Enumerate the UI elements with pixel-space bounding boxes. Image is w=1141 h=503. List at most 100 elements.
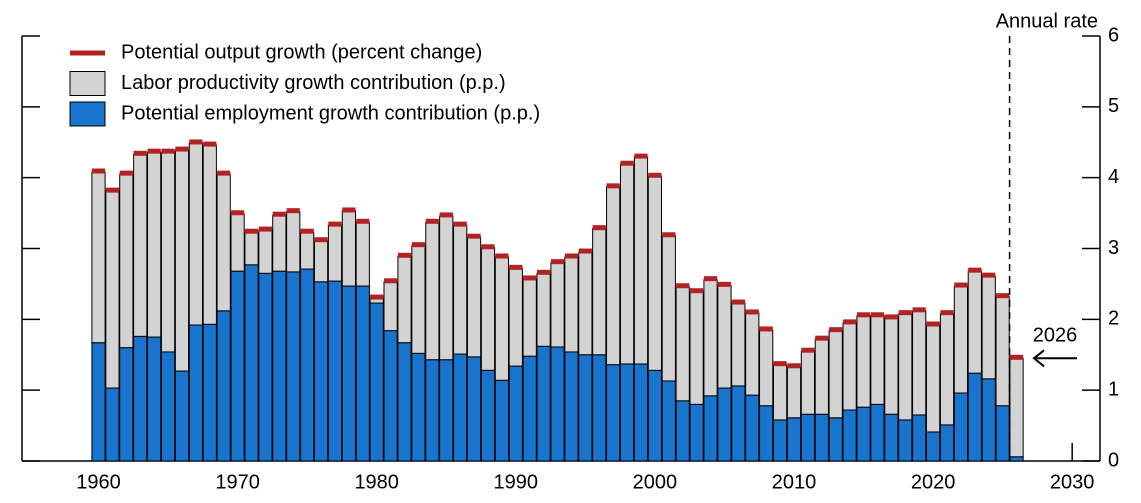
- productivity-bar: [967, 270, 982, 374]
- productivity-bar: [884, 317, 899, 415]
- productivity-bar: [397, 255, 412, 344]
- productivity-bar: [133, 153, 148, 337]
- employment-bar: [536, 345, 551, 462]
- productivity-bar: [105, 190, 120, 389]
- productivity-bar: [272, 214, 287, 272]
- x-tick-label: 1980: [354, 471, 399, 493]
- productivity-bar: [550, 262, 565, 348]
- legend-label: Potential output growth (percent change): [121, 41, 482, 63]
- productivity-bar: [327, 224, 343, 282]
- productivity-bar: [939, 313, 955, 426]
- employment-bar: [174, 370, 190, 462]
- employment-bar: [898, 419, 913, 462]
- productivity-bar: [439, 215, 454, 361]
- y-tick-label: 3: [1108, 237, 1119, 259]
- employment-bar: [675, 400, 690, 462]
- employment-bar: [272, 270, 287, 462]
- employment-bar: [411, 352, 426, 462]
- productivity-bar: [633, 156, 649, 365]
- employment-bar: [425, 359, 440, 462]
- employment-bar: [731, 385, 746, 462]
- employment-bar: [397, 342, 412, 462]
- productivity-bar: [313, 240, 329, 283]
- productivity-bar: [703, 279, 718, 397]
- productivity-bar: [91, 171, 106, 344]
- productivity-bar: [675, 286, 690, 402]
- productivity-bar: [800, 350, 816, 415]
- employment-bar: [661, 380, 676, 462]
- employment-bar: [786, 417, 802, 462]
- y-tick-label: 6: [1108, 24, 1119, 46]
- x-tick-label: 1970: [215, 471, 260, 493]
- productivity-bar: [870, 315, 885, 405]
- productivity-bar: [202, 144, 217, 325]
- employment-bar: [745, 394, 760, 462]
- productivity-bar: [592, 228, 607, 356]
- employment-bar: [856, 406, 871, 462]
- legend-symbol: [69, 71, 106, 96]
- productivity-bar: [230, 213, 245, 272]
- employment-bar: [884, 413, 899, 462]
- productivity-bar: [759, 329, 774, 407]
- productivity-bar: [286, 211, 301, 273]
- y-tick-label: 1: [1108, 378, 1119, 400]
- employment-bar: [592, 354, 607, 462]
- employment-bar: [341, 285, 356, 462]
- x-tick-label: 2020: [911, 471, 956, 493]
- employment-bar: [828, 417, 843, 462]
- productivity-bar: [842, 322, 857, 411]
- productivity-bar: [425, 221, 440, 361]
- productivity-bar: [466, 236, 482, 358]
- productivity-bar: [119, 173, 134, 349]
- productivity-bar: [995, 296, 1010, 407]
- productivity-bar: [689, 291, 704, 405]
- employment-bar: [522, 355, 537, 462]
- employment-bar: [981, 378, 996, 462]
- productivity-bar: [828, 330, 843, 419]
- productivity-bar: [953, 285, 969, 394]
- employment-bar: [578, 354, 593, 462]
- employment-bar: [800, 413, 816, 462]
- y-tick-label: 5: [1108, 95, 1119, 117]
- productivity-bar: [300, 231, 315, 270]
- employment-bar: [313, 281, 329, 462]
- productivity-bar: [898, 313, 913, 421]
- employment-bar: [606, 364, 621, 462]
- productivity-bar: [174, 149, 190, 372]
- employment-bar: [508, 365, 523, 462]
- x-tick-label: 2010: [772, 471, 817, 493]
- y-tick-label: 2: [1108, 308, 1119, 330]
- productivity-bar: [480, 247, 496, 371]
- legend-symbol: [69, 101, 106, 127]
- productivity-bar: [536, 272, 551, 347]
- employment-bar: [703, 395, 718, 462]
- employment-bar: [147, 336, 162, 462]
- productivity-bar: [717, 284, 732, 389]
- x-tick-label: 1960: [76, 471, 121, 493]
- employment-bar: [369, 302, 384, 462]
- productivity-bar: [578, 251, 593, 356]
- employment-bar: [1009, 456, 1024, 462]
- productivity-bar: [731, 302, 746, 387]
- employment-bar: [286, 271, 301, 462]
- productivity-bar: [258, 229, 273, 274]
- employment-bar: [717, 387, 732, 462]
- employment-bar: [300, 268, 315, 462]
- employment-bar: [772, 419, 788, 462]
- employment-bar: [912, 414, 927, 462]
- legend-label: Labor productivity growth contribution (…: [121, 72, 506, 94]
- legend-label: Potential employment growth contribution…: [121, 102, 540, 124]
- employment-bar: [647, 369, 662, 462]
- employment-bar: [995, 405, 1010, 462]
- employment-bar: [119, 347, 134, 462]
- productivity-bar: [244, 231, 259, 266]
- axis-label: Annual rate: [996, 10, 1098, 32]
- productivity-bar: [188, 142, 203, 326]
- employment-bar: [355, 285, 370, 462]
- productivity-bar: [564, 256, 579, 353]
- employment-bar: [759, 405, 774, 462]
- productivity-bar: [981, 275, 996, 380]
- productivity-bar: [814, 338, 829, 415]
- employment-bar: [327, 280, 343, 462]
